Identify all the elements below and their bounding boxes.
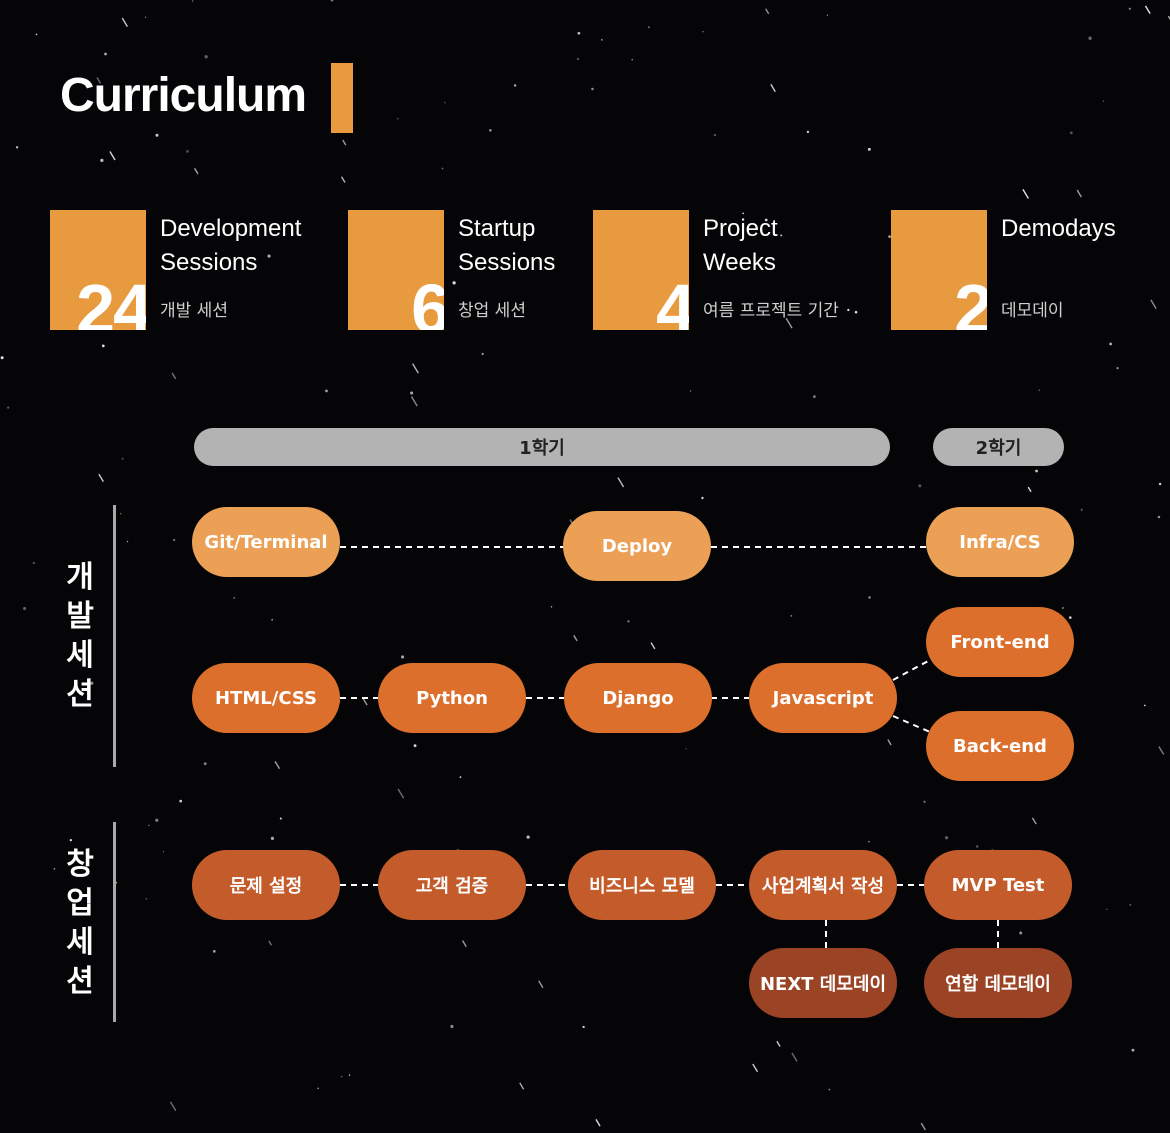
pill-mvp-test: MVP Test xyxy=(924,850,1072,920)
startup-track-divider xyxy=(113,822,116,1022)
pill-back-end: Back-end xyxy=(926,711,1074,781)
stat-label-en: Development Sessions xyxy=(160,212,360,280)
stat-label-ko: 여름 프로젝트 기간 xyxy=(703,301,839,321)
pill-infra-cs: Infra/CS xyxy=(926,507,1074,577)
pill-django: Django xyxy=(564,663,712,733)
stat-label-en: Demodays xyxy=(1001,212,1170,246)
stat-number-box: 24 xyxy=(50,210,146,330)
stat-label-line1: Startup xyxy=(458,215,536,242)
page-title: Curriculum xyxy=(60,69,307,122)
stat-number: 6 xyxy=(411,270,444,330)
title-accent-bar xyxy=(331,63,353,133)
pill-joint-demoday: 연합 데모데이 xyxy=(924,948,1072,1018)
stat-label-line1: Project xyxy=(703,215,778,242)
stat-label-line2: Sessions xyxy=(160,249,258,276)
pill-deploy: Deploy xyxy=(563,511,711,581)
pill-customer-validation: 고객 검증 xyxy=(378,850,526,920)
dev-track-char: 개 발 세 션 xyxy=(66,560,94,712)
dev-track-divider xyxy=(113,505,116,767)
stat-number-box: 4 xyxy=(593,210,689,330)
semester-1-bar: 1학기 xyxy=(194,428,890,466)
stat-label-line2: Sessions xyxy=(458,249,556,276)
startup-track-label: 창 업 세 션 xyxy=(60,845,100,1001)
stat-label-ko: 창업 세션 xyxy=(458,301,526,321)
dev-track-label: 개 발 세 션 xyxy=(60,558,100,714)
pill-next-demoday: NEXT 데모데이 xyxy=(749,948,897,1018)
stat-label-line2: Weeks xyxy=(703,249,776,276)
link-js-backend xyxy=(892,715,931,733)
pill-git-terminal: Git/Terminal xyxy=(192,507,340,577)
stat-number-box: 6 xyxy=(348,210,444,330)
startup-track-char: 창 업 세 션 xyxy=(66,847,94,999)
pill-javascript: Javascript xyxy=(749,663,897,733)
stat-label-en: Project Weeks xyxy=(703,212,903,280)
link-js-frontend xyxy=(892,659,931,681)
pill-python: Python xyxy=(378,663,526,733)
semester-2-bar: 2학기 xyxy=(933,428,1064,466)
stat-label-line1: Development xyxy=(160,215,302,242)
stat-label-line1: Demodays xyxy=(1001,215,1116,242)
stat-number: 24 xyxy=(76,270,146,330)
pill-front-end: Front-end xyxy=(926,607,1074,677)
stat-label-ko: 데모데이 xyxy=(1001,301,1064,321)
pill-problem-definition: 문제 설정 xyxy=(192,850,340,920)
pill-business-plan: 사업계획서 작성 xyxy=(749,850,897,920)
stat-number-box: 2 xyxy=(891,210,987,330)
pill-business-model: 비즈니스 모델 xyxy=(568,850,716,920)
stat-number: 2 xyxy=(954,270,987,330)
stat-label-en: Startup Sessions xyxy=(458,212,658,280)
stat-number: 4 xyxy=(656,270,689,330)
stat-label-ko: 개발 세션 xyxy=(160,301,228,321)
pill-html-css: HTML/CSS xyxy=(192,663,340,733)
